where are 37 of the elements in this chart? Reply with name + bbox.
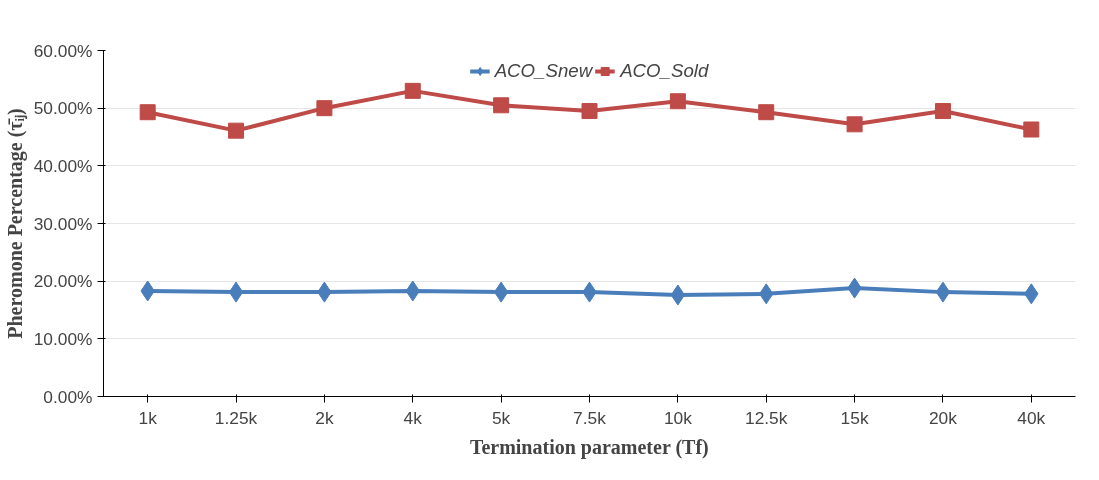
point (493, 281, 509, 303)
y-tick-label: 40.00% (33, 155, 93, 176)
y-tick-label: 20.00% (33, 271, 93, 292)
x-tick-label: 4k (403, 407, 423, 428)
point (228, 281, 244, 303)
x-tick-label: 12.5k (745, 407, 788, 428)
point (758, 104, 775, 121)
point (935, 281, 951, 303)
point (316, 100, 333, 117)
point (493, 97, 510, 114)
y-tick-label: 60.00% (33, 40, 93, 61)
y-tick-label: 50.00% (33, 98, 93, 119)
legend-label: ACO_Sold (620, 60, 709, 82)
x-tick-label: 15k (840, 407, 869, 428)
y-tick-label: 10.00% (33, 328, 93, 349)
point (404, 82, 421, 99)
point (139, 104, 156, 121)
x-axis-title: Termination parameter (Tf) (469, 435, 709, 459)
x-tick-label: 7.5k (573, 407, 607, 428)
point (669, 93, 686, 110)
point (670, 284, 686, 306)
y-axis-title: Pheromone Percentage (τ̄ᵢⱼ) (3, 108, 28, 339)
point (1023, 121, 1040, 138)
y-tick-label: 30.00% (33, 213, 93, 234)
x-tick-label: 1.25k (214, 407, 258, 428)
x-tick-label: 40k (1017, 407, 1046, 428)
point (581, 103, 598, 120)
x-tick-label: 1k (138, 407, 158, 428)
point (228, 122, 245, 139)
point (934, 103, 951, 120)
x-tick-label: 5k (491, 407, 511, 428)
point (846, 116, 863, 133)
legend-label: ACO_Snew (494, 60, 593, 82)
x-tick-label: 10k (663, 407, 693, 428)
y-tick-label: 0.00% (43, 386, 93, 407)
x-tick-label: 20k (928, 407, 958, 428)
x-tick-label: 2k (315, 407, 334, 428)
